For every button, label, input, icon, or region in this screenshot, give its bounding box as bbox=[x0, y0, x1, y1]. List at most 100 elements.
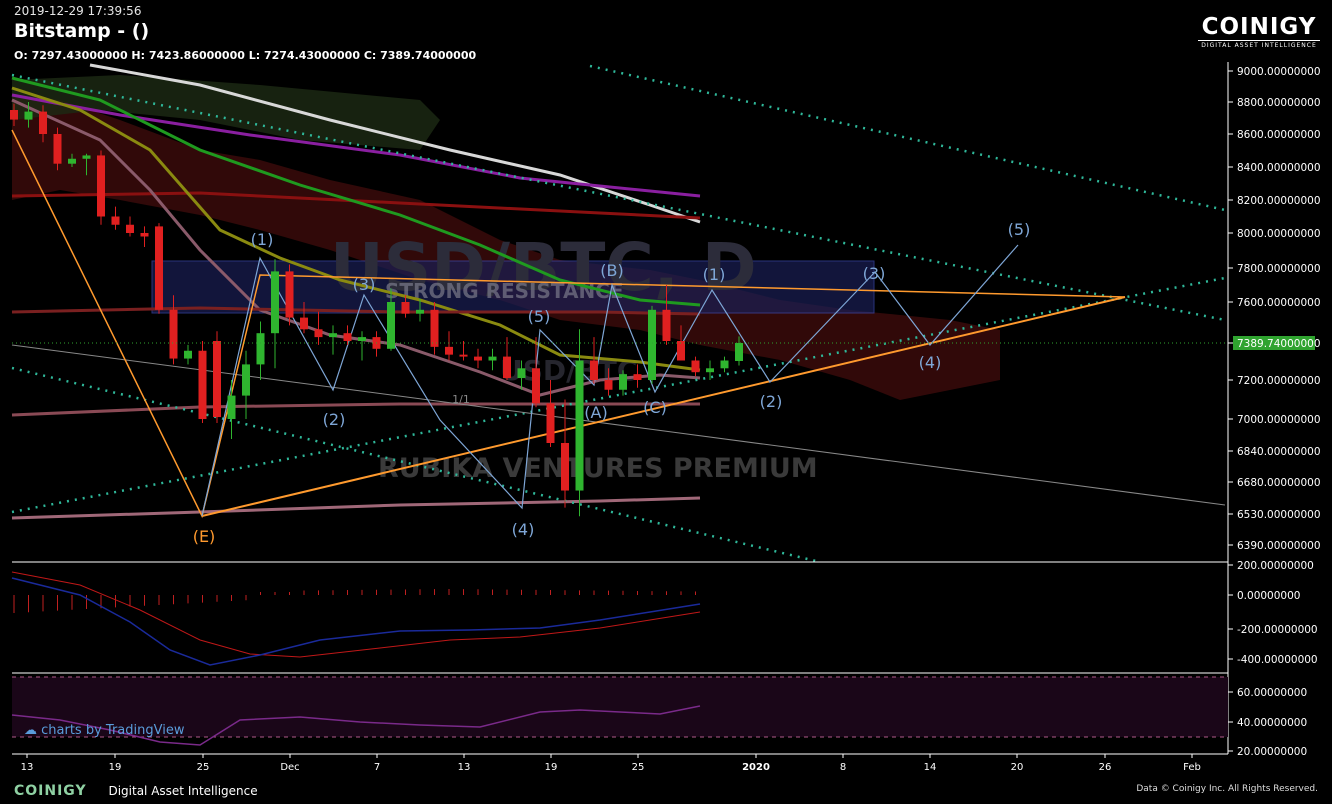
candle-body bbox=[575, 360, 584, 491]
watermark-pair: USD/BTC, D bbox=[330, 229, 757, 306]
ma-rose bbox=[11, 402, 700, 417]
candle-body bbox=[445, 346, 453, 355]
macd-signal-line bbox=[11, 571, 701, 658]
candle-body bbox=[387, 302, 395, 349]
price-tick-label: 7000.00000000 bbox=[1237, 414, 1321, 426]
candle-body bbox=[24, 111, 33, 120]
ma-pink bbox=[11, 496, 701, 520]
rsi-tick-label: 20.00000000 bbox=[1237, 746, 1307, 758]
rsi-band bbox=[12, 677, 1228, 737]
candle-body bbox=[213, 340, 221, 418]
ma-darkred bbox=[11, 191, 701, 220]
wave-label: (E) bbox=[193, 527, 216, 546]
time-tick-label: 25 bbox=[632, 762, 645, 773]
tradingview-link[interactable]: ☁ charts by TradingView bbox=[24, 723, 184, 738]
candle-body bbox=[474, 356, 482, 361]
candle-body bbox=[430, 309, 439, 347]
candle-body bbox=[677, 340, 685, 361]
candle-body bbox=[169, 309, 178, 359]
time-tick-label: 19 bbox=[545, 762, 558, 773]
rsi-line bbox=[11, 705, 701, 746]
candle-body bbox=[459, 354, 468, 357]
wave-label: (1) bbox=[703, 265, 726, 284]
candle-body bbox=[184, 350, 192, 359]
footer-brand: COINIGY Digital Asset Intelligence bbox=[14, 783, 258, 799]
candle-body bbox=[155, 226, 163, 310]
candle-body bbox=[662, 309, 671, 341]
wave-label: (4) bbox=[512, 520, 535, 539]
price-tick-label: 7200.00000000 bbox=[1237, 375, 1321, 387]
candle-body bbox=[242, 364, 250, 396]
price-tick-label: 9000.00000000 bbox=[1237, 66, 1321, 78]
footer-copyright: Data © Coinigy Inc. All Rights Reserved. bbox=[1136, 784, 1318, 794]
time-tick-label: 19 bbox=[109, 762, 122, 773]
wave-label: (5) bbox=[1008, 220, 1031, 239]
wave-label: 1/1 bbox=[452, 393, 470, 406]
wave-label: (B) bbox=[600, 261, 623, 280]
candle-body bbox=[111, 216, 120, 225]
time-tick-label: 2020 bbox=[742, 762, 770, 773]
wave-label: (3) bbox=[863, 264, 886, 283]
time-tick-label: 26 bbox=[1099, 762, 1112, 773]
tradingview-text: charts by TradingView bbox=[41, 723, 185, 738]
ichimoku-cloud-green bbox=[12, 75, 440, 150]
price-tick-label: 6680.00000000 bbox=[1237, 477, 1321, 489]
macd-tick-label: -200.00000000 bbox=[1237, 624, 1318, 636]
ma-green bbox=[11, 76, 701, 307]
wave-label: (2) bbox=[760, 392, 783, 411]
candle-body bbox=[256, 333, 265, 365]
macd-tick-label: -400.00000000 bbox=[1237, 654, 1318, 666]
candle-body bbox=[633, 374, 642, 380]
candle-body bbox=[10, 110, 18, 120]
ma-brownred bbox=[11, 306, 701, 316]
wave-label: (C) bbox=[643, 398, 667, 417]
price-tick-label: 7600.00000000 bbox=[1237, 297, 1321, 309]
candle-body bbox=[503, 356, 511, 379]
price-tick-label: 6530.00000000 bbox=[1237, 509, 1321, 521]
candle-body bbox=[300, 317, 308, 330]
brand-subtitle: DIGITAL ASSET INTELLIGENCE bbox=[1198, 40, 1320, 49]
candle-body bbox=[198, 350, 207, 419]
time-tick-label: 20 bbox=[1011, 762, 1024, 773]
wave-label: (3) bbox=[353, 275, 376, 294]
candle-body bbox=[126, 224, 134, 233]
wave-label: (A) bbox=[584, 403, 607, 422]
candle-body bbox=[706, 368, 714, 373]
macd-tick-label: 200.00000000 bbox=[1237, 560, 1314, 572]
dotted-upper bbox=[589, 64, 1226, 212]
candle-body bbox=[39, 111, 47, 134]
time-tick-label: Dec bbox=[280, 762, 299, 773]
footer-tagline: Digital Asset Intelligence bbox=[108, 784, 258, 798]
price-tick-label: 6840.00000000 bbox=[1237, 446, 1321, 458]
candle-body bbox=[68, 158, 76, 164]
wave-path bbox=[201, 244, 1019, 517]
price-tick-label: 8200.00000000 bbox=[1237, 195, 1321, 207]
candle-body bbox=[735, 343, 743, 362]
timestamp: 2019-12-29 17:39:56 bbox=[14, 4, 142, 18]
candle-body bbox=[97, 155, 105, 217]
candle-body bbox=[401, 302, 410, 314]
candle-body bbox=[285, 271, 294, 318]
candle-body bbox=[358, 337, 366, 341]
wave-label: (4) bbox=[919, 353, 942, 372]
last-price-badge bbox=[1233, 336, 1315, 350]
triangle-lower bbox=[201, 296, 1126, 517]
price-tick-label: 6390.00000000 bbox=[1237, 540, 1321, 552]
rsi-tick-label: 60.00000000 bbox=[1237, 687, 1307, 699]
time-tick-label: Feb bbox=[1183, 762, 1201, 773]
candle-body bbox=[691, 360, 700, 373]
price-tick-label: 8400.00000000 bbox=[1237, 162, 1321, 174]
candle-body bbox=[517, 368, 526, 379]
candle-body bbox=[532, 368, 540, 404]
ohlc-readout: O: 7297.43000000 H: 7423.86000000 L: 727… bbox=[14, 49, 477, 62]
macd-line bbox=[11, 577, 701, 666]
dotted-rising bbox=[11, 276, 1226, 514]
candle-body bbox=[546, 403, 555, 443]
candle-body bbox=[227, 395, 236, 419]
candle-body bbox=[416, 309, 424, 314]
candle-body bbox=[271, 271, 279, 334]
footer-logo: COINIGY bbox=[14, 783, 87, 799]
wave-label: (5) bbox=[528, 307, 551, 326]
wave-label: (2) bbox=[323, 410, 346, 429]
